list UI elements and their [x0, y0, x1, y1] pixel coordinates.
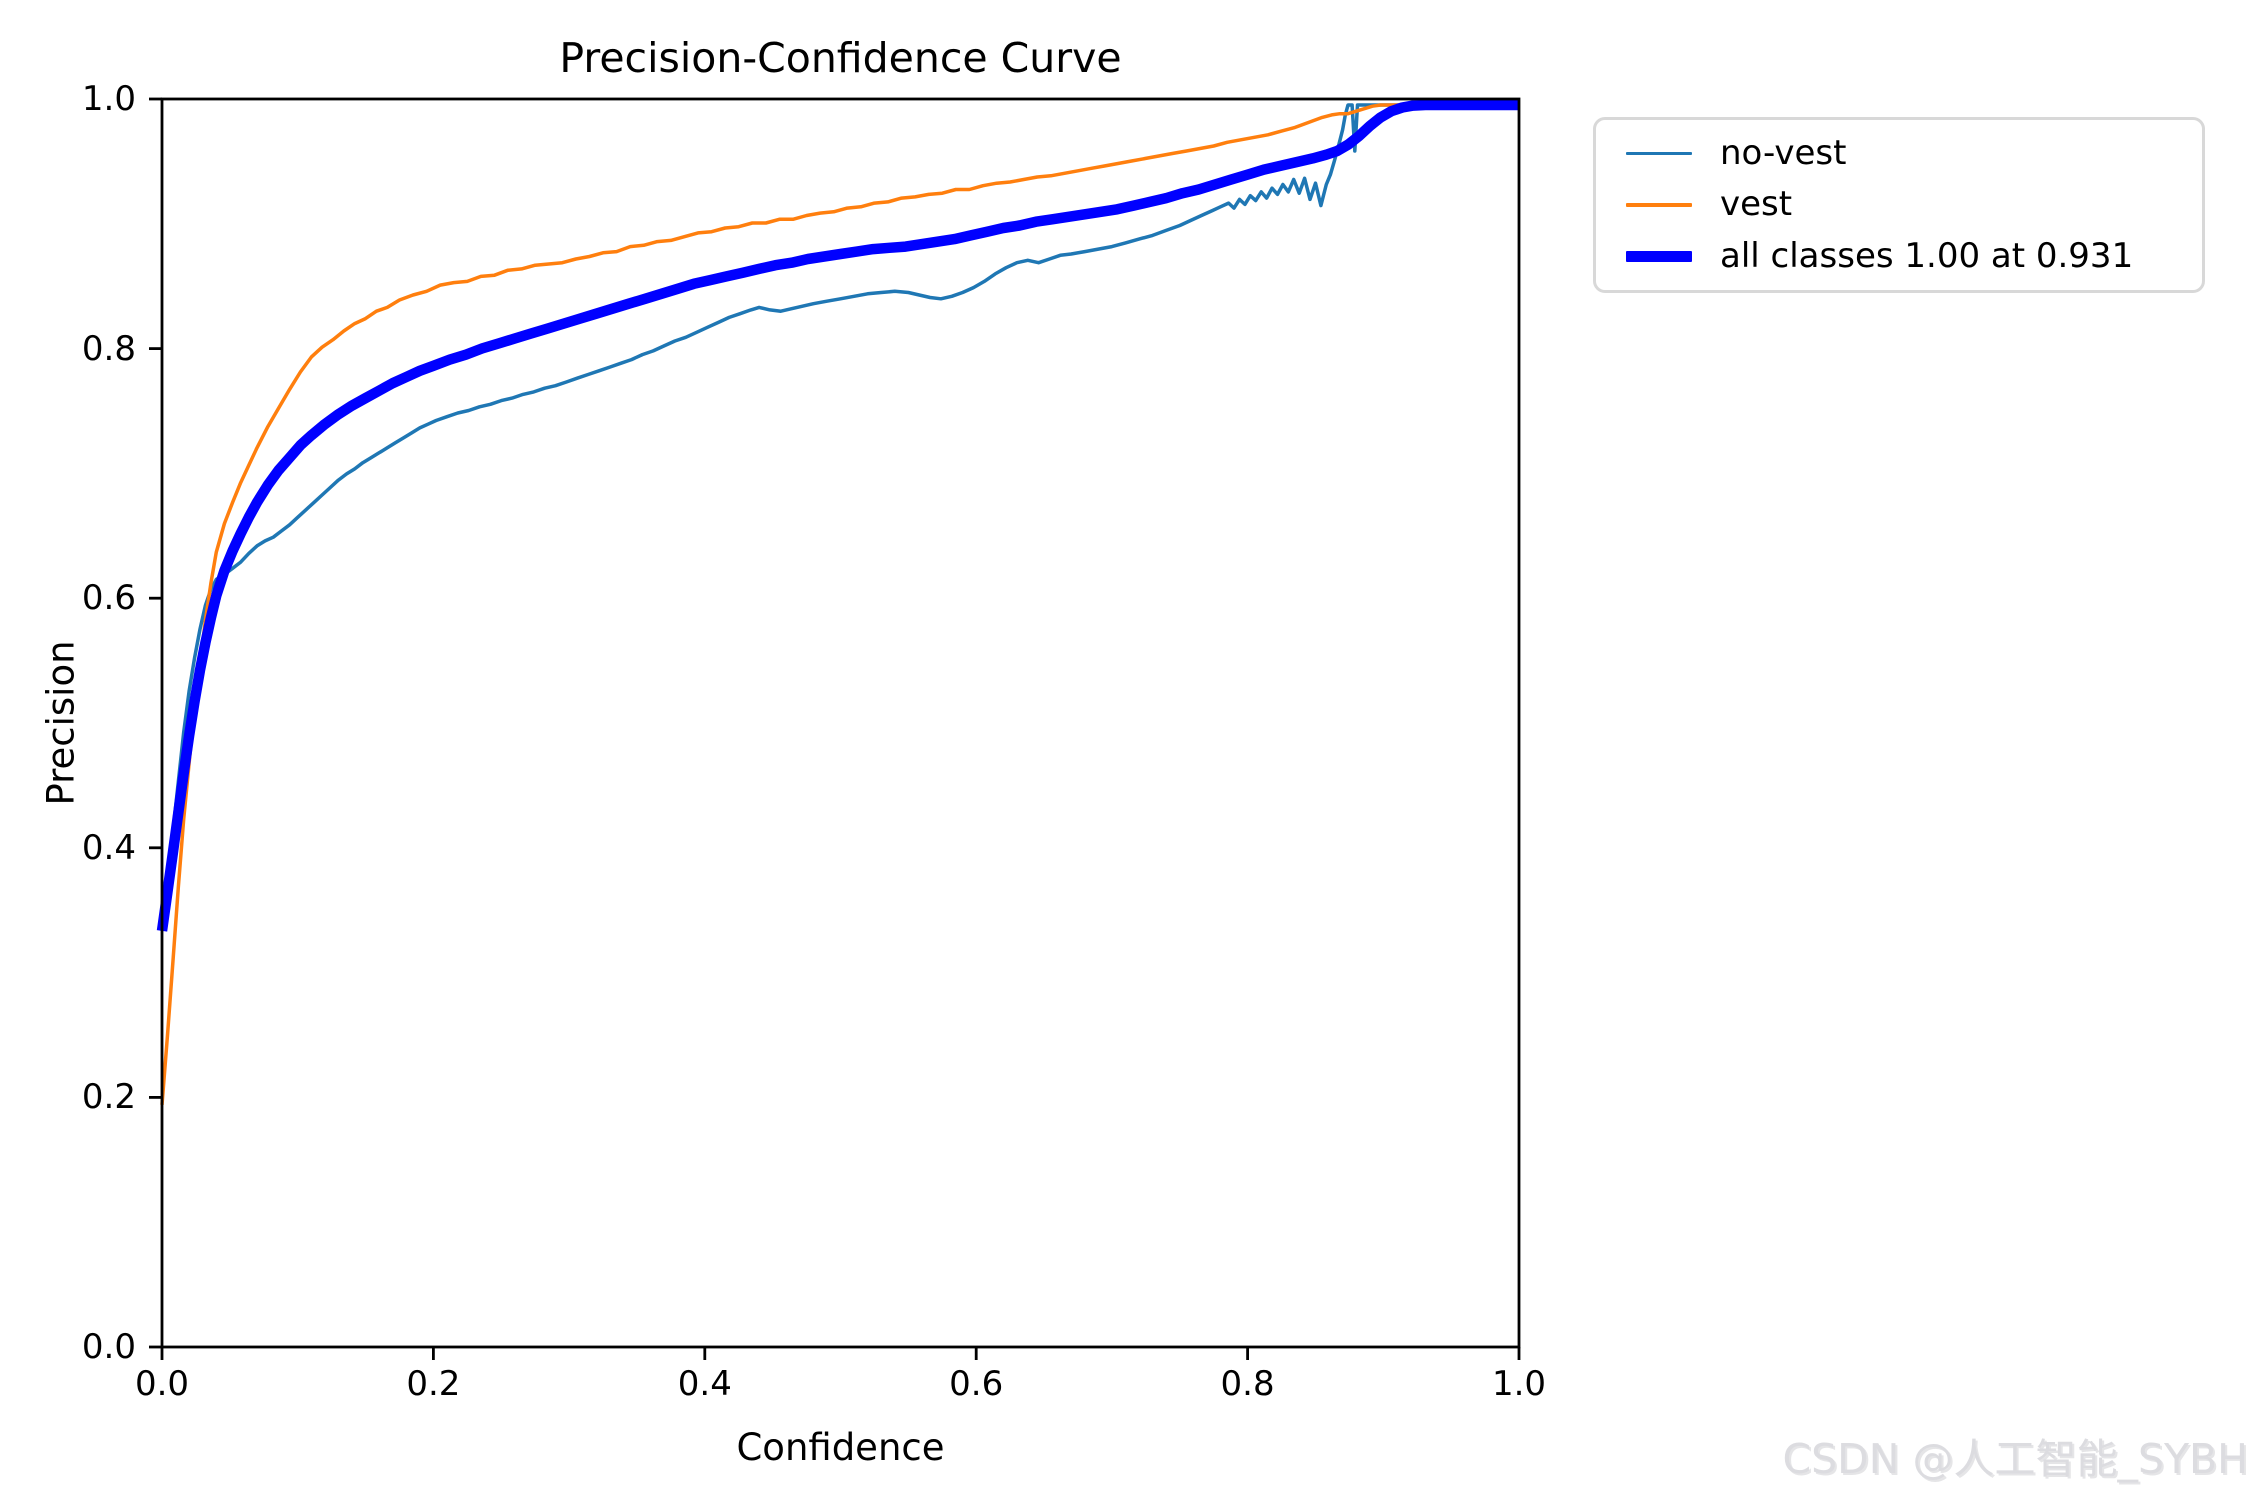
curves-svg [149, 97, 1521, 1360]
y-tick-label: 0.6 [81, 578, 136, 619]
chart-title: Precision-Confidence Curve [559, 34, 1122, 82]
y-tick-label: 0.0 [81, 1327, 136, 1367]
legend-item-vest: vest [1596, 184, 2202, 225]
x-tick-label: 0.6 [949, 1364, 1004, 1404]
legend-swatch-all-classes [1626, 251, 1692, 262]
y-tick-label: 1.0 [81, 79, 136, 119]
y-axis-label: Precision [39, 640, 83, 806]
legend-label-no-vest: no-vest [1720, 132, 1847, 173]
curve-vest [160, 103, 1519, 1105]
legend-item-all-classes: all classes 1.00 at 0.931 [1596, 235, 2202, 276]
legend-label-vest: vest [1720, 184, 1793, 225]
x-axis-label: Confidence [736, 1426, 945, 1469]
legend-item-no-vest: no-vest [1596, 132, 2202, 173]
curve-all-classes [156, 99, 1519, 932]
y-tick-label: 0.2 [81, 1077, 136, 1118]
x-tick-label: 0.0 [134, 1364, 190, 1404]
plot-area: 0.0 0.2 0.4 0.6 0.8 1.0 1.0 0.8 0.6 0.4 0.2 0.0 [82, 82, 1546, 1401]
legend-label-all-classes: all classes 1.00 at 0.931 [1720, 235, 2134, 276]
x-tick-label: 1.0 [1491, 1364, 1547, 1404]
y-tick-label: 0.8 [81, 328, 136, 369]
legend-swatch-vest [1626, 203, 1692, 207]
curve-no-vest [160, 103, 1519, 932]
x-tick-label: 0.2 [406, 1364, 461, 1404]
y-tick-label: 0.4 [81, 827, 136, 868]
legend: no-vest vest all classes 1.00 at 0.931 [1593, 117, 2205, 293]
axes-spines [160, 97, 1521, 1349]
legend-swatch-no-vest [1626, 151, 1692, 156]
watermark: CSDN @人工智能_SYBH [1782, 1435, 2248, 1483]
x-tick-label: 0.8 [1220, 1364, 1275, 1404]
x-tick-label: 0.4 [677, 1364, 732, 1404]
